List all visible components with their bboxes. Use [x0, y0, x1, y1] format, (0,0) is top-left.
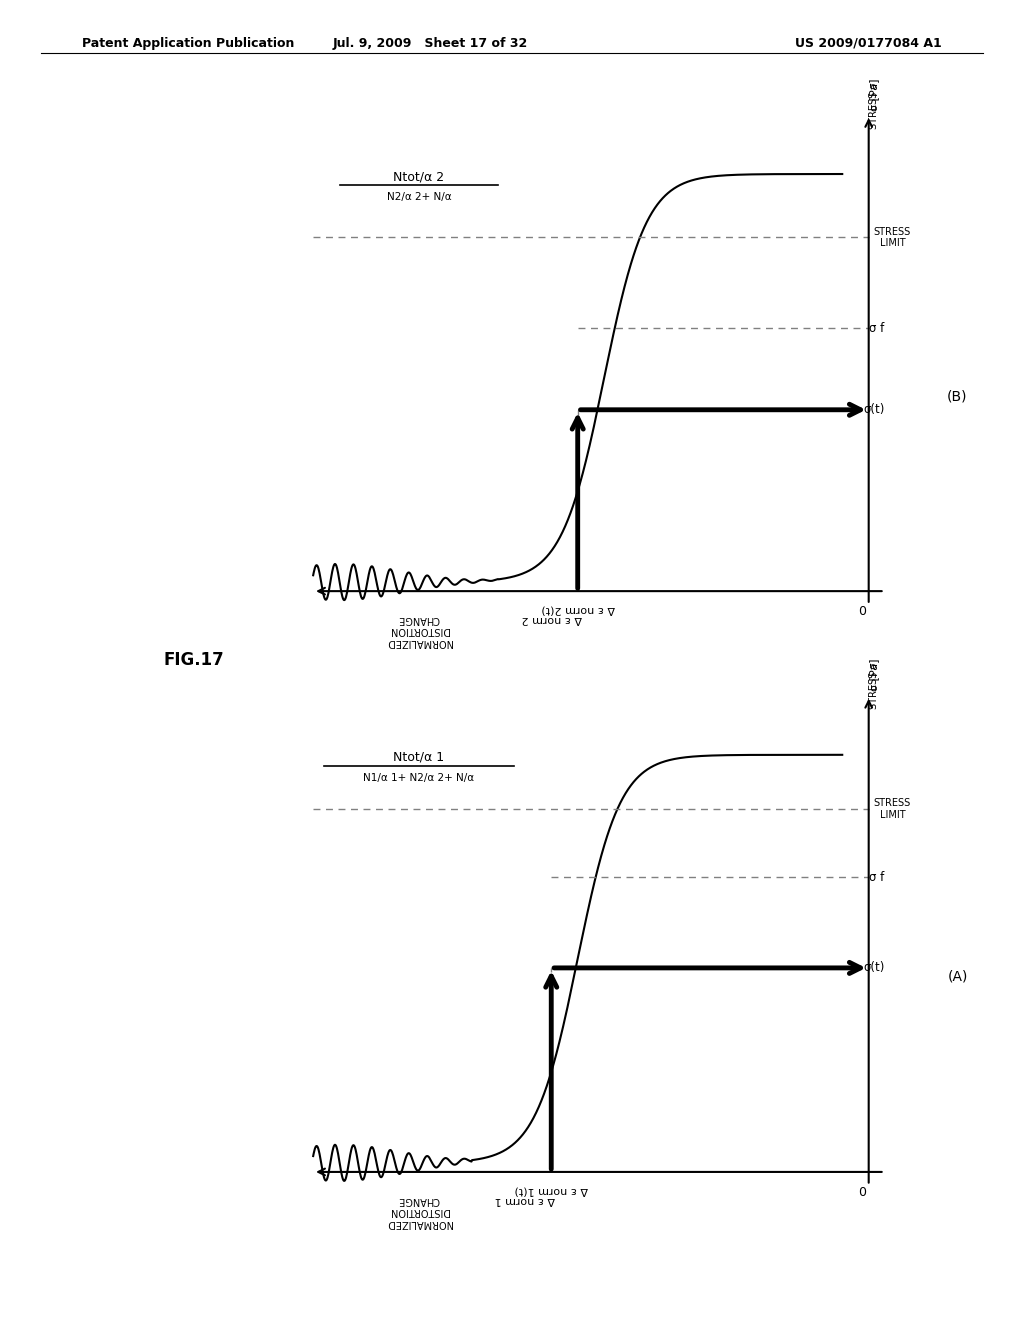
- Text: STRESS σ: STRESS σ: [869, 663, 880, 709]
- Text: 0: 0: [858, 1185, 866, 1199]
- Text: Ntot/α 2: Ntot/α 2: [393, 170, 444, 183]
- Text: N2/α 2+ N/α: N2/α 2+ N/α: [387, 193, 452, 202]
- Text: STRESS
LIMIT: STRESS LIMIT: [873, 227, 911, 248]
- Text: N1/α 1+ N2/α 2+ N/α: N1/α 1+ N2/α 2+ N/α: [364, 774, 474, 783]
- Text: σ [Pa]: σ [Pa]: [869, 78, 880, 111]
- Text: NORMALIZED
DISTORTION
CHANGE: NORMALIZED DISTORTION CHANGE: [386, 614, 452, 647]
- Text: σ(t): σ(t): [863, 961, 885, 974]
- Text: STRESS
LIMIT: STRESS LIMIT: [873, 799, 911, 820]
- Text: σ f: σ f: [869, 322, 885, 335]
- Text: US 2009/0177084 A1: US 2009/0177084 A1: [796, 37, 942, 50]
- Text: Ntot/α 1: Ntot/α 1: [393, 751, 444, 764]
- Text: σ(t): σ(t): [863, 404, 885, 416]
- Text: STRESS σ: STRESS σ: [869, 82, 880, 128]
- Text: NORMALIZED
DISTORTION
CHANGE: NORMALIZED DISTORTION CHANGE: [386, 1195, 452, 1228]
- Text: σ f: σ f: [869, 871, 885, 883]
- Text: Δ ε norm 1(t): Δ ε norm 1(t): [514, 1185, 588, 1196]
- Text: (A): (A): [947, 970, 968, 983]
- Text: σ [Pa]: σ [Pa]: [869, 659, 880, 692]
- Text: Δ ε norm 2: Δ ε norm 2: [521, 614, 582, 624]
- Text: Δ ε norm 1: Δ ε norm 1: [495, 1195, 555, 1205]
- Text: 0: 0: [858, 605, 866, 618]
- Text: (B): (B): [947, 389, 968, 403]
- Text: Δ ε norm 2(t): Δ ε norm 2(t): [541, 605, 614, 615]
- Text: FIG.17: FIG.17: [164, 651, 224, 669]
- Text: Jul. 9, 2009   Sheet 17 of 32: Jul. 9, 2009 Sheet 17 of 32: [333, 37, 527, 50]
- Text: Patent Application Publication: Patent Application Publication: [82, 37, 294, 50]
